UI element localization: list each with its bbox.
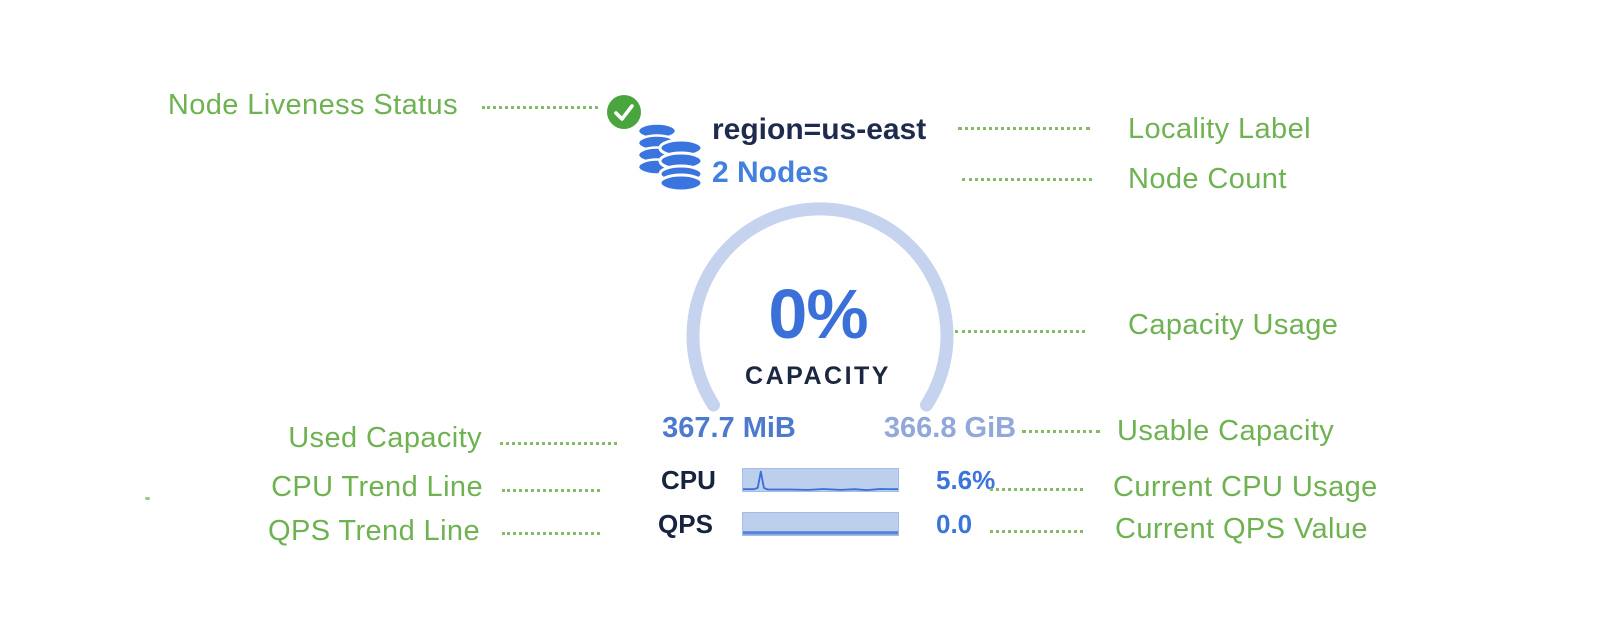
annotation-capacity-usage: Capacity Usage [1128, 309, 1339, 341]
annotation-current-cpu-usage: Current CPU Usage [1113, 471, 1378, 503]
annotation-current-qps-value: Current QPS Value [1115, 513, 1368, 545]
annotation-locality-label: Locality Label [1128, 113, 1311, 145]
dotted-connector [990, 530, 1083, 533]
locality-label[interactable]: region=us-east [712, 113, 927, 146]
annotation-usable-capacity: Usable Capacity [1117, 415, 1335, 447]
dotted-connector [990, 488, 1083, 491]
dotted-connector [958, 127, 1090, 130]
annotation-cpu-trend-line: CPU Trend Line [271, 471, 483, 503]
dotted-connector [1022, 430, 1100, 433]
annotation-used-capacity: Used Capacity [288, 422, 482, 454]
cpu-value: 5.6% [936, 465, 996, 495]
dotted-connector [955, 330, 1085, 333]
annotation-node-liveness-status: Node Liveness Status [167, 89, 458, 121]
dotted-connector [502, 489, 600, 492]
capacity-gauge-arc [686, 202, 954, 412]
dotted-connector [502, 532, 600, 535]
check-circle-icon [607, 95, 641, 129]
qps-value: 0.0 [936, 509, 973, 539]
qps-label: QPS [658, 509, 713, 539]
database-stack-icon [636, 122, 704, 192]
dotted-connector [962, 178, 1092, 181]
cpu-sparkline [742, 468, 899, 492]
dotted-connector [500, 442, 617, 445]
cpu-label: CPU [661, 465, 716, 495]
usable-capacity-value: 366.8 GiB [883, 412, 1017, 444]
annotation-node-count: Node Count [1128, 163, 1287, 195]
annotation-qps-trend-line: QPS Trend Line [268, 515, 480, 547]
dotted-connector [482, 106, 598, 109]
capacity-percent: 0% [768, 275, 868, 353]
node-count[interactable]: 2 Nodes [712, 156, 829, 189]
used-capacity-value: 367.7 MiB [662, 412, 796, 444]
capacity-caption: CAPACITY [745, 362, 891, 390]
stray-mark [145, 497, 150, 500]
qps-sparkline [742, 512, 899, 536]
